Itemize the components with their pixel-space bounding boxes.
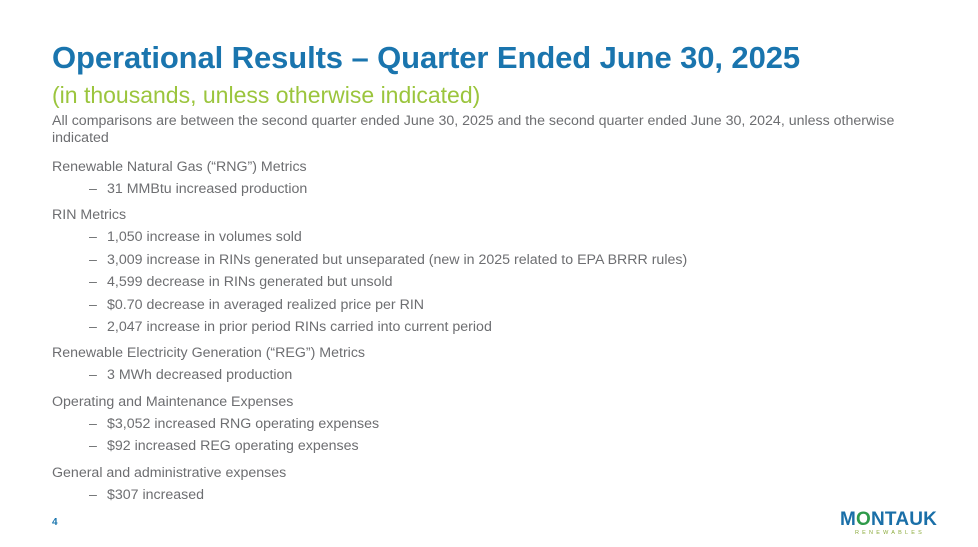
section-ga-expenses: General and administrative expenses – $30… bbox=[52, 462, 932, 506]
bullet-item: –3 MWh decreased production bbox=[52, 364, 932, 386]
page-number: 4 bbox=[52, 517, 58, 528]
bullet-item: – $92 increased REG operating expenses bbox=[52, 435, 932, 457]
section-om-expenses: Operating and Maintenance Expenses – $3,0… bbox=[52, 391, 932, 458]
bullet-item: – $307 increased bbox=[52, 484, 932, 506]
dash-bullet-icon: – bbox=[89, 318, 97, 335]
bullet-item: –4,599 decrease in RINs generated but un… bbox=[52, 271, 932, 293]
dash-bullet-icon: – bbox=[89, 367, 97, 384]
section-rin-metrics: RIN Metrics –1,050 increase in volumes s… bbox=[52, 204, 932, 338]
dash-bullet-icon: – bbox=[89, 415, 97, 432]
bullet-item: – $0.70 decrease in averaged realized pri… bbox=[52, 294, 932, 316]
dash-bullet-icon: – bbox=[89, 274, 97, 291]
section-heading: RIN Metrics bbox=[52, 207, 127, 224]
dash-bullet-icon: – bbox=[89, 181, 97, 197]
logo-leaf-o-icon: O bbox=[856, 509, 872, 530]
section-heading: Renewable Electricity Generation (“REG”)… bbox=[52, 345, 366, 362]
section-heading: General and administrative expenses bbox=[52, 464, 287, 481]
slide-subtitle: (in thousands, unless otherwise indicate… bbox=[52, 82, 481, 108]
slide-title: Operational Results – Quarter Ended June… bbox=[52, 40, 800, 75]
logo-tagline: RENEWABLES bbox=[854, 530, 925, 536]
dash-bullet-icon: – bbox=[89, 438, 97, 455]
bullet-item: –3,009 increase in RINs generated but un… bbox=[52, 249, 932, 271]
dash-bullet-icon: – bbox=[89, 229, 97, 246]
montauk-logo: MONTAUK RENEWABLES bbox=[840, 510, 940, 536]
metrics-content: Renewable Natural Gas (“RNG”) Metrics –3… bbox=[52, 156, 932, 510]
bullet-item: –2,047 increase in prior period RINs car… bbox=[52, 316, 932, 338]
bullet-item: – $3,052 increased RNG operating expenses bbox=[52, 413, 932, 435]
intro-text: All comparisons are between the second q… bbox=[52, 113, 895, 146]
logo-wordmark: MONTAUK bbox=[840, 509, 938, 530]
section-reg-metrics: Renewable Electricity Generation (“REG”)… bbox=[52, 342, 932, 386]
dash-bullet-icon: – bbox=[89, 251, 97, 268]
section-rng-metrics: Renewable Natural Gas (“RNG”) Metrics –3… bbox=[52, 156, 932, 200]
dash-bullet-icon: – bbox=[89, 486, 97, 503]
bullet-item: –31 MMBtu increased production bbox=[52, 178, 932, 200]
bullet-item: –1,050 increase in volumes sold bbox=[52, 226, 932, 248]
section-heading: Renewable Natural Gas (“RNG”) Metrics bbox=[52, 159, 307, 175]
section-heading: Operating and Maintenance Expenses bbox=[52, 393, 294, 410]
dash-bullet-icon: – bbox=[89, 296, 97, 313]
